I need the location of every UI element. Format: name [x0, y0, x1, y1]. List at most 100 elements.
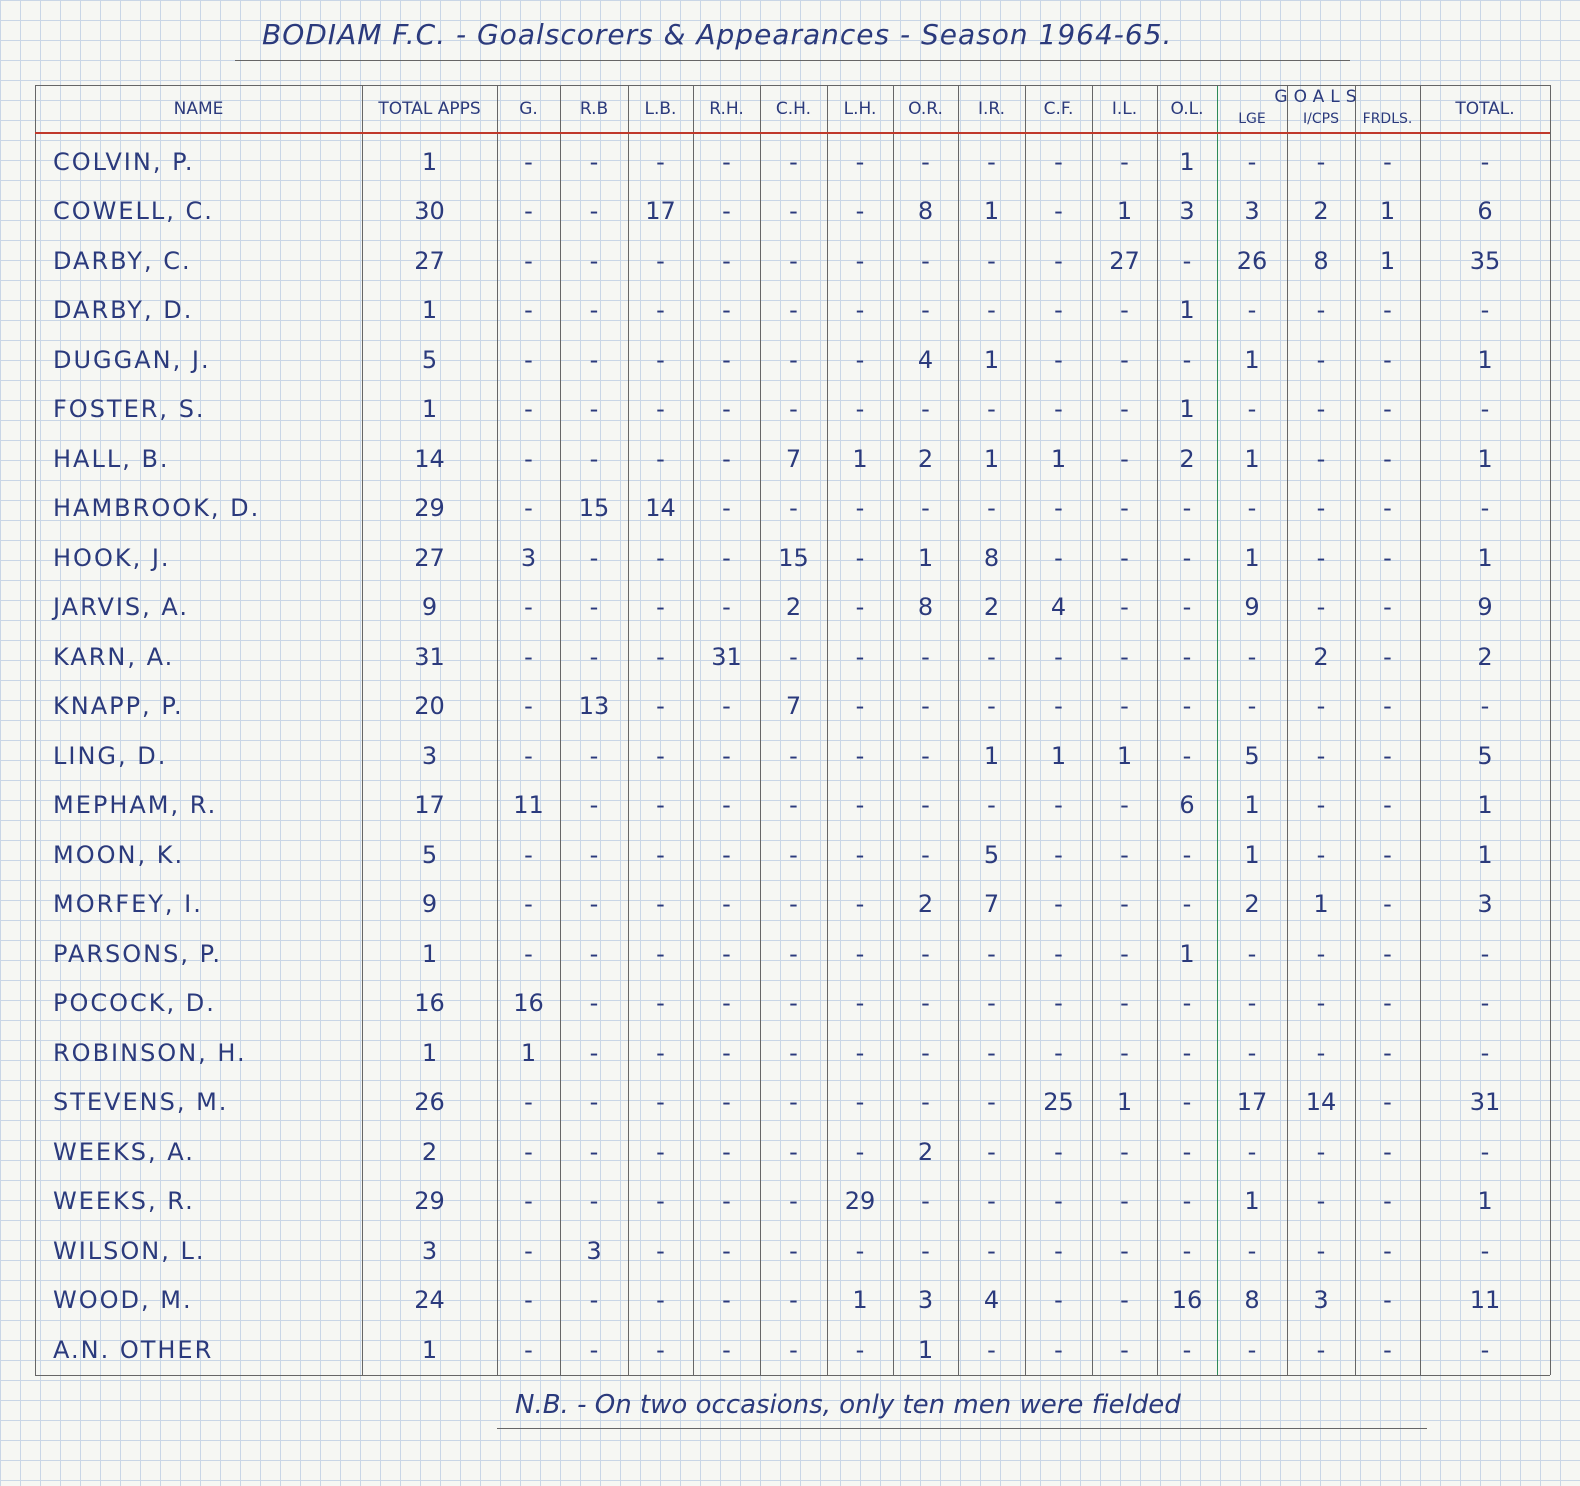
stat-cell: - [589, 840, 599, 869]
player-name: ROBINSON, H. [53, 1038, 247, 1067]
stat-cell: 1 [983, 197, 1000, 226]
stat-cell: - [722, 147, 731, 176]
stat-cell: - [1247, 692, 1257, 721]
stat-cell: - [987, 1187, 996, 1216]
stat-cell: 27 [414, 543, 445, 572]
stat-cell: 17 [645, 197, 676, 226]
stat-cell: - [524, 692, 533, 721]
stat-cell: - [1120, 840, 1129, 869]
stat-cell: - [656, 692, 665, 721]
player-name: DUGGAN, J. [53, 345, 211, 374]
stat-cell: - [1054, 791, 1063, 820]
stat-cell: 9 [421, 593, 438, 622]
stat-cell: - [1247, 147, 1257, 176]
stat-cell: 2 [983, 593, 1000, 622]
stat-cell: 11 [513, 791, 544, 820]
stat-cell: - [722, 543, 731, 572]
stat-cell: - [789, 1137, 798, 1166]
stat-cell: 8 [1313, 246, 1329, 275]
stat-cell: - [1054, 890, 1063, 919]
stat-cell: - [1182, 642, 1192, 671]
stat-cell: 15 [778, 543, 809, 572]
stat-cell: 1 [1379, 197, 1396, 226]
stat-cell: - [855, 791, 865, 820]
stat-cell: - [855, 395, 865, 424]
stat-cell: - [589, 246, 599, 275]
stat-cell: - [1247, 395, 1257, 424]
goals-group-label: GOALS [1274, 87, 1363, 107]
stat-cell: - [1120, 1236, 1129, 1265]
stat-cell: 1 [1244, 1187, 1260, 1216]
stat-cell: - [524, 642, 533, 671]
stat-cell: 1 [1050, 444, 1067, 473]
stat-cell: - [921, 1038, 930, 1067]
stat-cell: 1 [917, 543, 934, 572]
stat-cell: - [656, 890, 665, 919]
stat-cell: - [656, 444, 665, 473]
stat-cell: 8 [983, 543, 1000, 572]
stat-cell: - [722, 197, 731, 226]
player-name: HALL, B. [53, 444, 170, 473]
column-line [560, 85, 561, 1375]
stat-cell: 5 [1477, 741, 1493, 770]
stat-cell: - [789, 147, 798, 176]
player-name: STEVENS, M. [53, 1088, 229, 1117]
stat-cell: - [1054, 939, 1063, 968]
stat-cell: - [1120, 1335, 1129, 1364]
column-header: I/CPS [1303, 110, 1339, 127]
stat-cell: - [656, 840, 665, 869]
stat-cell: - [1120, 593, 1129, 622]
player-name: HOOK, J. [53, 543, 171, 572]
stat-cell: 4 [1050, 593, 1067, 622]
stat-cell: - [1316, 741, 1326, 770]
stat-cell: - [1120, 1038, 1129, 1067]
stat-cell: - [987, 1236, 996, 1265]
stat-cell: 31 [414, 642, 445, 671]
stat-cell: - [722, 1088, 731, 1117]
stat-cell: 4 [917, 345, 934, 374]
stat-cell: - [589, 1088, 599, 1117]
stat-cell: - [656, 1137, 665, 1166]
column-header: TOTAL APPS [378, 98, 481, 119]
table-bottom [35, 1374, 1550, 1376]
stat-cell: - [589, 444, 599, 473]
stat-cell: - [987, 989, 996, 1018]
stat-cell: - [1054, 1286, 1063, 1315]
stat-cell: - [722, 692, 731, 721]
stat-cell: - [987, 395, 996, 424]
stat-cell: 1 [983, 345, 1000, 374]
stat-cell: 17 [1236, 1088, 1268, 1117]
stat-cell: 2 [917, 890, 934, 919]
stat-cell: - [1054, 1137, 1063, 1166]
stat-cell: - [855, 543, 865, 572]
stat-cell: - [656, 345, 665, 374]
stat-cell: 1 [1477, 444, 1493, 473]
stat-cell: - [1054, 246, 1063, 275]
stat-cell: - [1383, 692, 1392, 721]
stat-cell: 7 [785, 692, 802, 721]
stat-cell: - [589, 939, 599, 968]
stat-cell: 25 [1043, 1088, 1074, 1117]
stat-cell: - [1383, 791, 1392, 820]
stat-cell: - [722, 791, 731, 820]
column-line [1355, 85, 1356, 1375]
stat-cell: - [789, 1236, 798, 1265]
stat-cell: - [589, 1335, 599, 1364]
stat-cell: - [1182, 840, 1192, 869]
column-header: G. [519, 98, 538, 119]
stat-cell: - [1054, 642, 1063, 671]
stat-cell: 1 [1116, 741, 1133, 770]
stat-cell: - [1383, 890, 1392, 919]
stat-cell: 24 [414, 1286, 445, 1315]
stat-cell: - [722, 494, 731, 523]
stat-cell: - [589, 197, 599, 226]
stat-cell: - [1054, 345, 1063, 374]
stat-cell: - [722, 890, 731, 919]
stat-cell: - [855, 345, 865, 374]
stat-cell: - [921, 741, 930, 770]
stat-cell: - [1054, 840, 1063, 869]
stat-cell: - [921, 989, 930, 1018]
stat-cell: - [1383, 1335, 1392, 1364]
stat-cell: - [1182, 1187, 1192, 1216]
stat-cell: - [1316, 494, 1326, 523]
